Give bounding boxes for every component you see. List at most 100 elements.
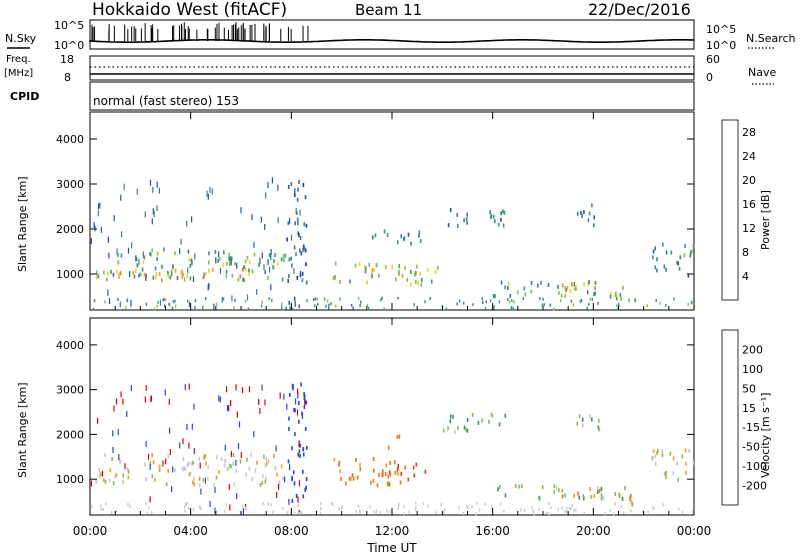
freq-unit-label: [MHz] (4, 68, 33, 79)
x-tick-label: 12:00 (375, 524, 410, 538)
data-cell (217, 258, 219, 263)
ground-cell (630, 509, 632, 513)
data-cell (560, 293, 563, 298)
data-cell (397, 467, 399, 471)
data-cell (132, 270, 134, 275)
ground-cell (478, 508, 481, 512)
ground-cell (319, 511, 322, 515)
noise-cell (298, 440, 300, 447)
data-cell (295, 252, 297, 257)
ground-cell (424, 300, 426, 304)
data-cell (652, 249, 655, 254)
noise-cell (165, 458, 167, 465)
power-data (90, 177, 695, 311)
ground-cell (368, 307, 370, 310)
colorbar-tick-label: 200 (742, 343, 763, 356)
ground-cell (408, 510, 410, 514)
noise-cell (267, 259, 269, 266)
data-cell (553, 484, 556, 489)
ground-cell (224, 509, 226, 513)
data-cell (518, 484, 521, 489)
noise-cell (120, 391, 122, 398)
data-cell (410, 269, 412, 274)
data-cell (202, 275, 204, 280)
data-cell (497, 487, 499, 492)
x-tick-label: 08:00 (274, 524, 309, 538)
data-cell (419, 239, 422, 244)
data-cell (165, 482, 168, 487)
data-cell (188, 472, 191, 477)
noise-cell (241, 387, 244, 394)
data-cell (370, 480, 372, 485)
noise-cell (162, 460, 164, 467)
ground-cell (92, 307, 95, 311)
noise-cell (208, 282, 210, 289)
data-cell (134, 268, 137, 273)
noise-cell (218, 251, 220, 258)
noise-cell (171, 270, 173, 277)
data-cell (339, 469, 342, 474)
data-cell (293, 481, 296, 486)
ground-cell (339, 297, 341, 301)
data-cell (293, 245, 296, 250)
data-cell (163, 247, 165, 252)
data-cell (243, 265, 245, 270)
data-cell (107, 271, 109, 276)
data-cell (622, 285, 624, 290)
noise-cell (278, 483, 280, 490)
data-cell (226, 261, 228, 266)
ground-cell (579, 299, 581, 303)
ground-cell (267, 502, 269, 506)
noise-cell (228, 405, 230, 411)
ground-cell (313, 298, 315, 301)
data-cell (389, 472, 392, 477)
noise-cell (158, 187, 160, 194)
ground-cell (272, 510, 274, 514)
colorbar-tick-label: -200 (742, 480, 767, 493)
noise-cell (99, 202, 101, 209)
data-cell (600, 493, 603, 498)
data-cell (378, 273, 380, 278)
ground-cell (359, 510, 361, 514)
data-cell (634, 298, 636, 303)
noise-cell (191, 216, 193, 223)
data-cell (500, 280, 503, 285)
ground-cell (194, 306, 196, 310)
noise-cell (259, 257, 261, 264)
data-cell (401, 273, 404, 278)
data-cell (239, 274, 242, 279)
noise-cell (180, 238, 182, 245)
freq-label: Freq. (6, 54, 31, 65)
noise-cell (240, 452, 242, 459)
data-cell (297, 187, 299, 192)
data-cell (207, 476, 209, 481)
data-cell (136, 263, 139, 268)
data-cell (628, 298, 630, 303)
noise-cell (209, 187, 211, 193)
data-cell (564, 493, 566, 498)
data-cell (427, 268, 429, 272)
data-cell (385, 265, 387, 270)
noise-cell (209, 501, 211, 507)
noise-cell (169, 427, 171, 434)
data-cell (391, 264, 394, 269)
noise-cell (230, 259, 232, 266)
data-cell (229, 262, 231, 267)
data-cell (348, 476, 351, 481)
data-cell (669, 451, 672, 456)
ground-cell (427, 504, 429, 508)
data-cell (614, 293, 617, 298)
data-cell (457, 224, 459, 228)
data-cell (665, 470, 667, 475)
data-cell (447, 223, 450, 228)
noise-cell (268, 266, 271, 273)
nsky-tick-bottom: 10^0 (54, 39, 84, 52)
data-cell (110, 269, 112, 274)
data-cell (372, 478, 375, 483)
nsky-trace (89, 22, 695, 43)
data-cell (678, 266, 681, 271)
noise-cell (284, 476, 286, 483)
data-cell (349, 279, 351, 284)
data-cell (109, 468, 112, 473)
